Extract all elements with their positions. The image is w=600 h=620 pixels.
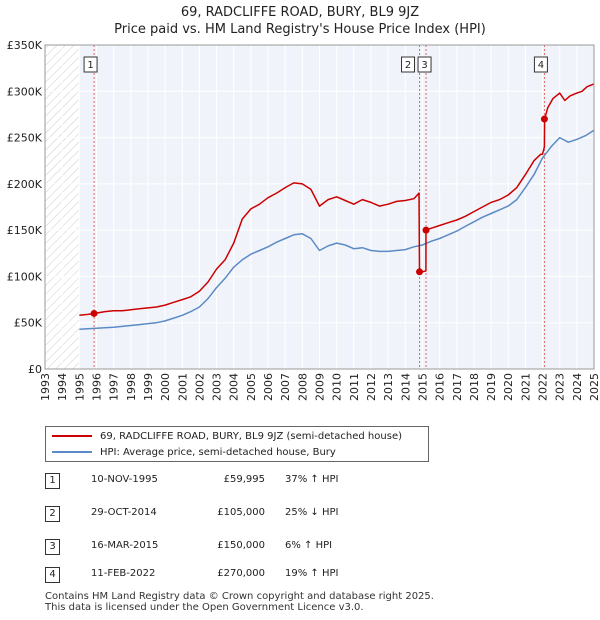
x-tick-label: 2003: [211, 373, 224, 401]
x-tick-label: 1999: [142, 373, 155, 401]
x-tick-label: 1997: [108, 373, 121, 401]
x-tick-label: 2021: [519, 373, 532, 401]
y-tick-label: £150K: [7, 224, 43, 237]
y-tick-label: £0: [28, 363, 42, 376]
sale-point: [540, 115, 548, 123]
footer-copyright: Contains HM Land Registry data © Crown c…: [45, 591, 434, 602]
x-tick-label: 2018: [468, 373, 481, 401]
legend-swatch-hpi: [52, 451, 92, 453]
transaction-date: 11-FEB-2022: [91, 568, 156, 579]
footer: Contains HM Land Registry data © Crown c…: [45, 591, 434, 613]
legend-swatch-property: [52, 435, 92, 437]
footer-licence: This data is licensed under the Open Gov…: [45, 602, 364, 613]
marker-label: 3: [421, 60, 427, 71]
plot-border: [44, 44, 595, 370]
legend-label-property: 69, RADCLIFFE ROAD, BURY, BL9 9JZ (semi-…: [100, 430, 402, 442]
chart-title-address: 69, RADCLIFFE ROAD, BURY, BL9 9JZ: [180, 5, 420, 20]
property-price-line: [79, 83, 595, 317]
x-tick-label: 2009: [314, 373, 327, 401]
transaction-price: £105,000: [217, 507, 265, 518]
x-tick-label: 2011: [348, 373, 361, 401]
marker-label-box: [417, 56, 432, 73]
chart-subtitle: Price paid vs. HM Land Registry's House …: [114, 22, 486, 37]
transaction-number: 1: [45, 473, 60, 489]
transaction-date: 29-OCT-2014: [91, 507, 157, 518]
price-chart: £0 £50K £100K £150K £200K £250K £300K £350K 1993…: [7, 39, 600, 401]
sale-point: [90, 309, 98, 317]
x-tick-label: 2020: [502, 373, 515, 401]
transaction-hpi-change: 19% ↑ HPI: [285, 568, 339, 579]
x-tick-label: 2022: [537, 373, 550, 401]
hpi-line: [79, 129, 595, 330]
x-tick-label: 2012: [365, 373, 378, 401]
x-tick-label: 2007: [279, 373, 292, 401]
x-tick-label: 2015: [416, 373, 429, 401]
transaction-number: 4: [45, 567, 60, 583]
transaction-date: 10-NOV-1995: [91, 474, 158, 485]
legend: 69, RADCLIFFE ROAD, BURY, BL9 9JZ (semi-…: [45, 426, 429, 462]
legend-item-property: 69, RADCLIFFE ROAD, BURY, BL9 9JZ (semi-…: [52, 428, 402, 444]
x-tick-label: 2013: [382, 373, 395, 401]
x-tick-label: 2019: [485, 373, 498, 401]
x-tick-label: 2006: [262, 373, 275, 401]
x-tick-label: 2023: [554, 373, 567, 401]
x-tick-label: 2001: [176, 373, 189, 401]
x-tick-label: 2002: [193, 373, 206, 401]
marker-label-box: [83, 56, 98, 73]
legend-label-hpi: HPI: Average price, semi-detached house,…: [100, 446, 336, 458]
y-tick-label: £100K: [7, 270, 43, 283]
y-tick-label: £250K: [7, 132, 43, 145]
marker-label-box: [533, 56, 548, 73]
transaction-price: £270,000: [217, 568, 265, 579]
sale-point: [422, 226, 430, 234]
legend-item-hpi: HPI: Average price, semi-detached house,…: [52, 444, 336, 460]
x-tick-label: 2017: [451, 373, 464, 401]
transaction-hpi-change: 25% ↓ HPI: [285, 507, 339, 518]
y-tick-label: £50K: [14, 317, 43, 330]
x-tick-label: 2004: [228, 373, 241, 401]
y-tick-label: £300K: [7, 85, 43, 98]
x-tick-label: 2010: [331, 373, 344, 401]
transaction-hpi-change: 37% ↑ HPI: [285, 474, 339, 485]
transaction-row: 1 10-NOV-1995 £59,995 37% ↑ HPI: [45, 473, 385, 489]
y-tick-label: £350K: [7, 39, 43, 52]
transaction-price: £59,995: [223, 474, 265, 485]
sale-point: [416, 268, 424, 276]
x-tick-label: 2025: [588, 373, 600, 401]
transaction-hpi-change: 6% ↑ HPI: [285, 540, 333, 551]
transaction-row: 2 29-OCT-2014 £105,000 25% ↓ HPI: [45, 506, 385, 522]
marker-label: 4: [538, 60, 544, 71]
x-tick-label: 2024: [571, 373, 584, 401]
transaction-row: 3 16-MAR-2015 £150,000 6% ↑ HPI: [45, 539, 385, 555]
y-tick-label: £200K: [7, 178, 43, 191]
x-tick-label: 1994: [56, 373, 69, 401]
x-tick-label: 1993: [39, 373, 52, 401]
x-tick-label: 2014: [399, 373, 412, 401]
transaction-price: £150,000: [217, 540, 265, 551]
marker-label-box: [401, 56, 416, 73]
x-tick-label: 1996: [90, 373, 103, 401]
transaction-number: 3: [45, 539, 60, 555]
x-tick-label: 1998: [125, 373, 138, 401]
x-tick-label: 2008: [296, 373, 309, 401]
marker-label: 1: [87, 60, 93, 71]
transaction-number: 2: [45, 506, 60, 522]
x-tick-label: 1995: [73, 373, 86, 401]
transaction-row: 4 11-FEB-2022 £270,000 19% ↑ HPI: [45, 567, 385, 583]
x-tick-label: 2000: [159, 373, 172, 401]
marker-label: 2: [405, 60, 411, 71]
transaction-date: 16-MAR-2015: [91, 540, 159, 551]
x-tick-label: 2016: [434, 373, 447, 401]
x-tick-label: 2005: [245, 373, 258, 401]
